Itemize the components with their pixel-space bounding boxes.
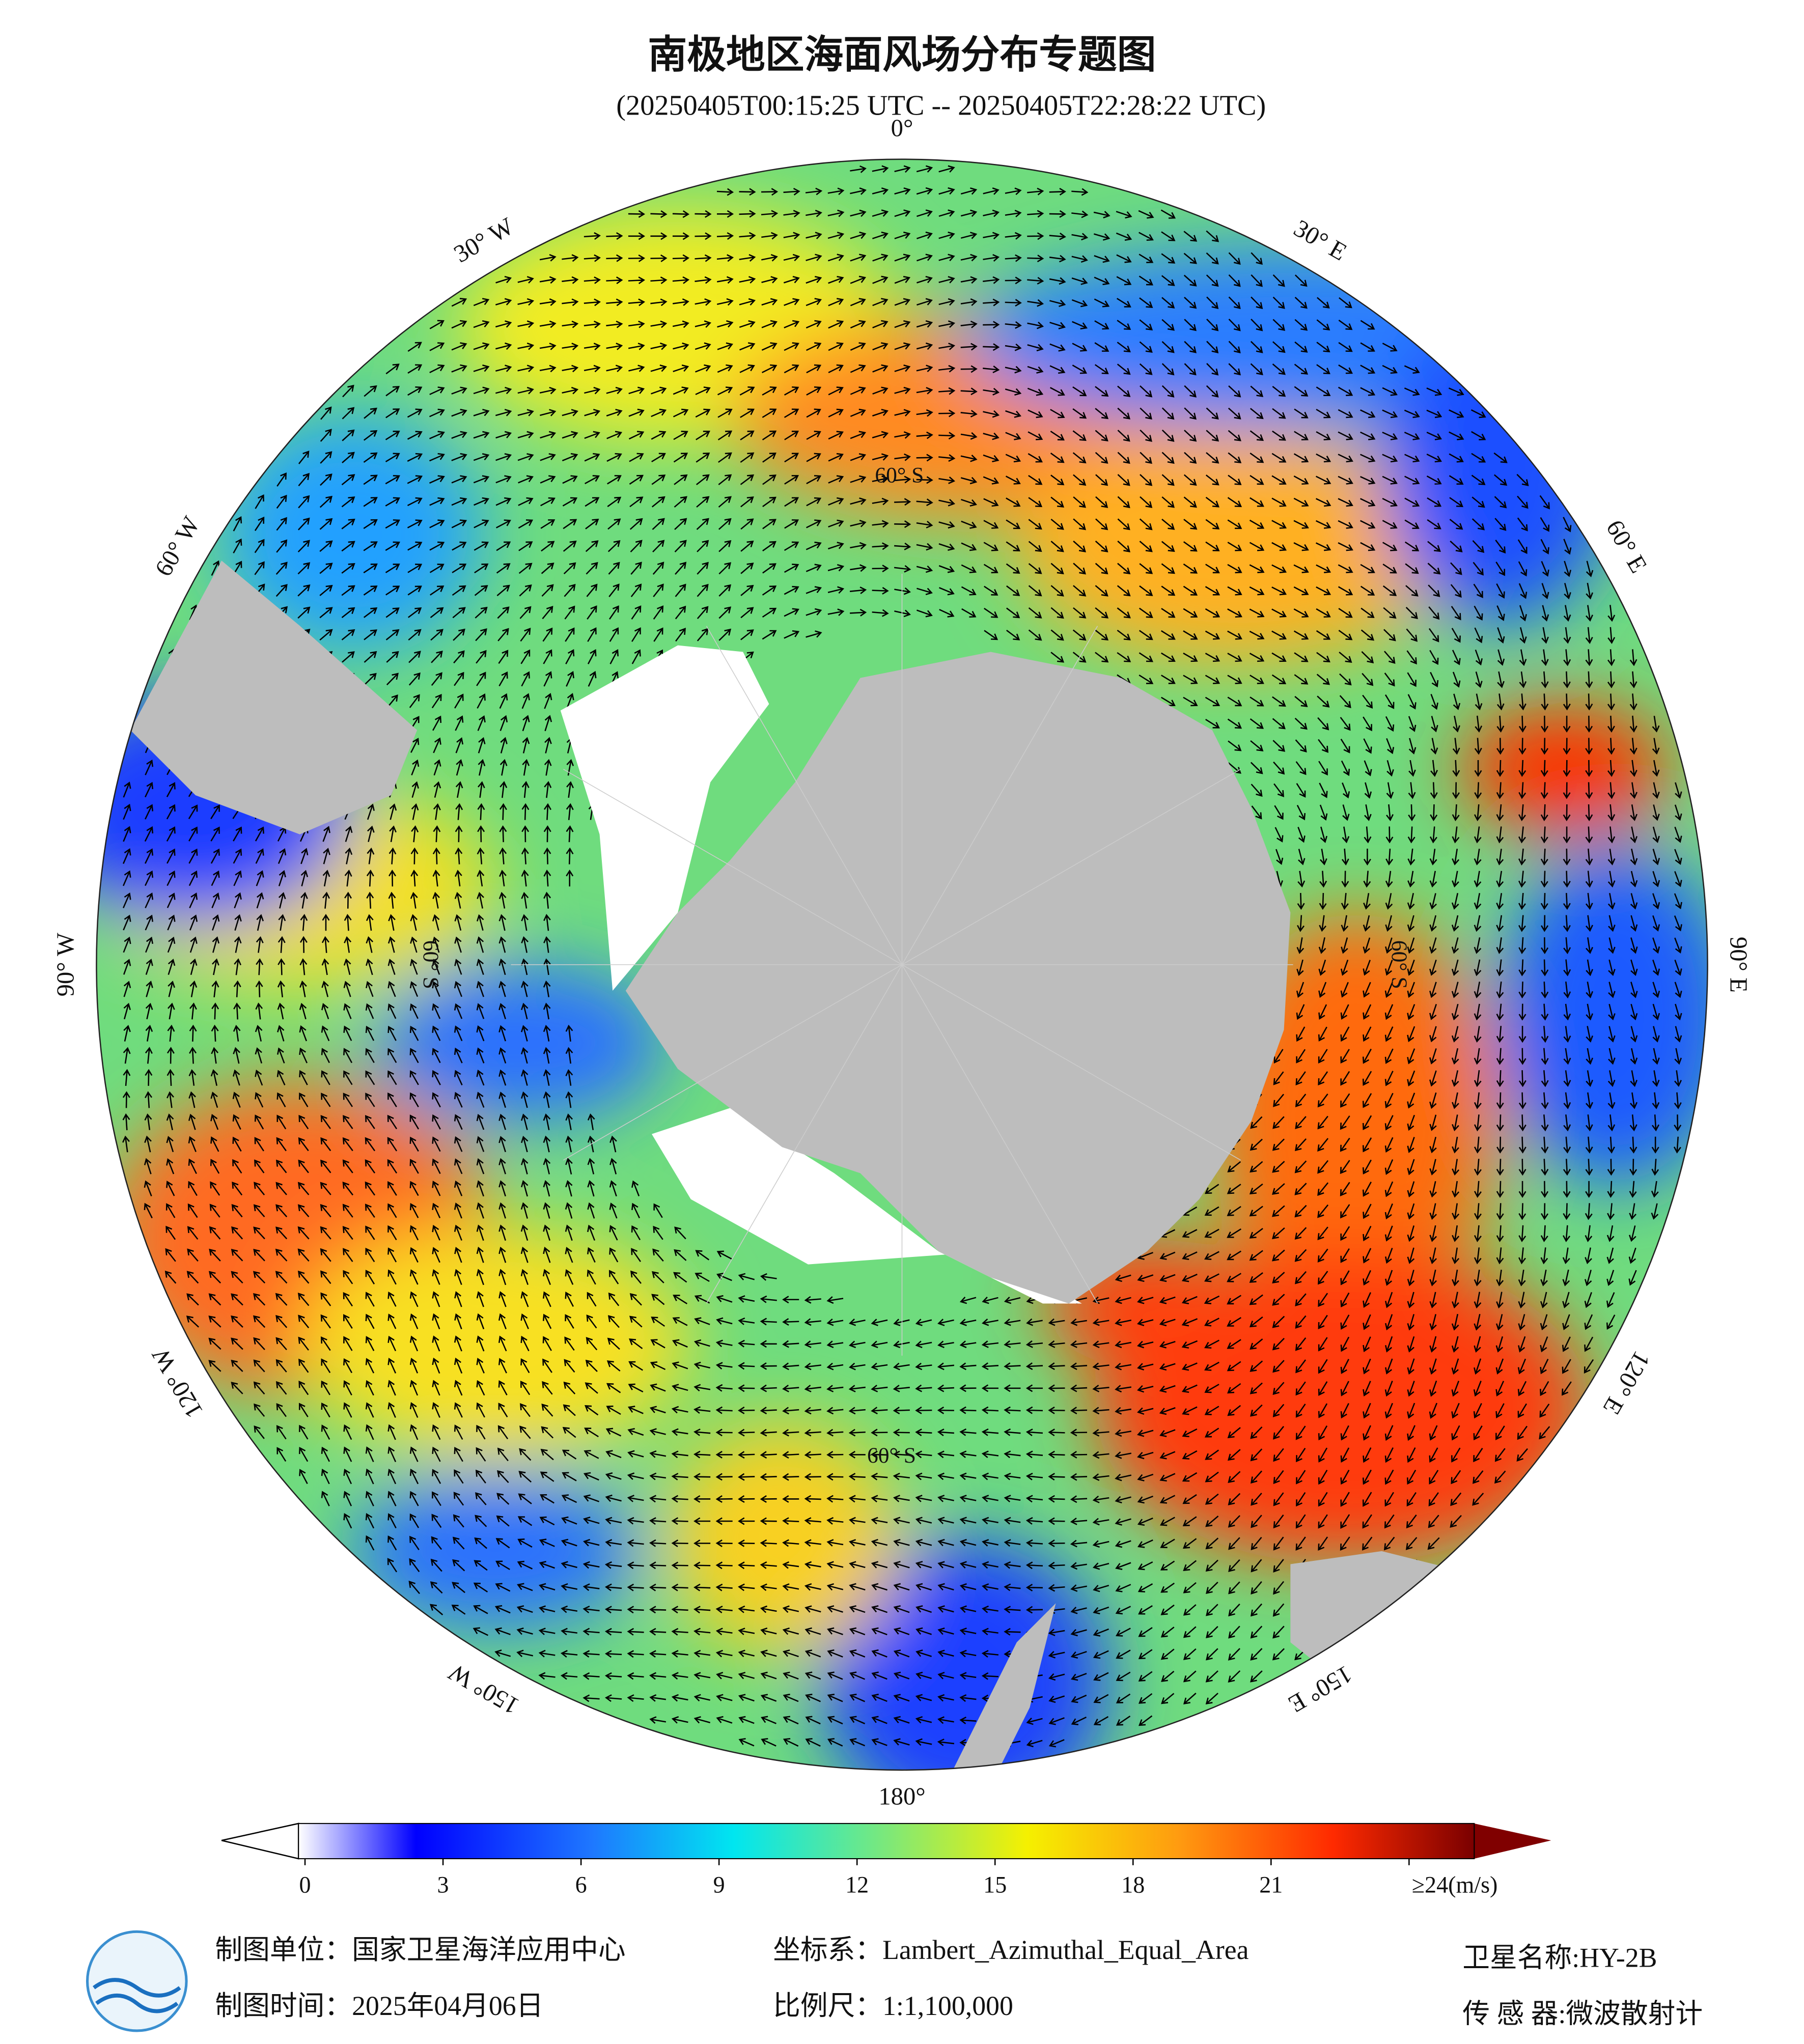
logo (86, 1930, 188, 2032)
longitude-label: 0° (891, 115, 913, 142)
producer: 制图单位：国家卫星海洋应用中心 (215, 1935, 625, 1965)
longitude-label: 180° (878, 1782, 925, 1810)
longitude-label: 30° E (1289, 214, 1351, 266)
colorbar-over (1474, 1823, 1551, 1859)
new-zealand (951, 1603, 1056, 1770)
title: 南极地区海面风场分布专题图 (648, 34, 1156, 77)
longitude-label: 30° W (449, 212, 518, 268)
lat-label: 60° S (419, 940, 443, 989)
colorbar-tick-label: 6 (575, 1872, 587, 1898)
lat-label: 60° S (867, 1443, 916, 1468)
lat-label: 60° S (875, 463, 924, 488)
colorbar-unit: (m/s) (1448, 1872, 1497, 1898)
meridian (706, 964, 903, 1304)
meridian (902, 769, 1241, 965)
sensor: 传 感 器:微波散射计 (1462, 1999, 1703, 2029)
satellite: 卫星名称:HY-2B (1462, 1942, 1657, 1973)
meridian (901, 626, 1098, 965)
scale: 比例尺：1:1,100,000 (773, 1991, 1013, 2021)
colorbar-under (221, 1823, 299, 1860)
date: 制图时间：2025年04月06日 (215, 1991, 543, 2021)
wind-arrows (122, 165, 1682, 1748)
colorbar: 0 3 6 9 12 15 18 21 ≥24 (m/s) (221, 1823, 1551, 1898)
longitude-label: 90° E (1725, 937, 1753, 993)
lat-label: 60° S (1387, 940, 1411, 989)
colorbar-tick-label: 0 (299, 1872, 311, 1898)
meridian (563, 964, 902, 1161)
colorbar-tick-label: 15 (983, 1872, 1007, 1898)
longitude-label: 90° W (51, 933, 79, 996)
colorbar-tick-label: 9 (713, 1872, 725, 1898)
meridian (563, 769, 902, 965)
ice-shelf (560, 645, 769, 991)
colorbar-tick-label: 12 (845, 1872, 869, 1898)
colorbar-gradient (298, 1823, 1475, 1860)
colorbar-tick-label: 18 (1121, 1872, 1145, 1898)
crs: 坐标系：Lambert_Azimuthal_Equal_Area (773, 1935, 1249, 1965)
colorbar-tick-label: 21 (1259, 1872, 1283, 1898)
meridian (901, 964, 1098, 1304)
colorbar-tick-label: 3 (437, 1872, 449, 1898)
map-border (96, 158, 1708, 1771)
longitude-label: 120° E (1598, 1347, 1656, 1419)
longitude-label: 150° E (1284, 1660, 1356, 1718)
meridian (902, 964, 1241, 1161)
colorbar-tick-label: ≥24 (1412, 1872, 1448, 1898)
subtitle: (20250405T00:15:25 UTC -- 20250405T22:28… (616, 90, 1266, 122)
meridian (706, 626, 903, 965)
graticule (511, 573, 1293, 1356)
antarctica (625, 652, 1291, 1304)
longitude-label: 60° E (1601, 515, 1653, 577)
south-america (130, 561, 418, 834)
longitude-label: 60° W (150, 512, 205, 581)
